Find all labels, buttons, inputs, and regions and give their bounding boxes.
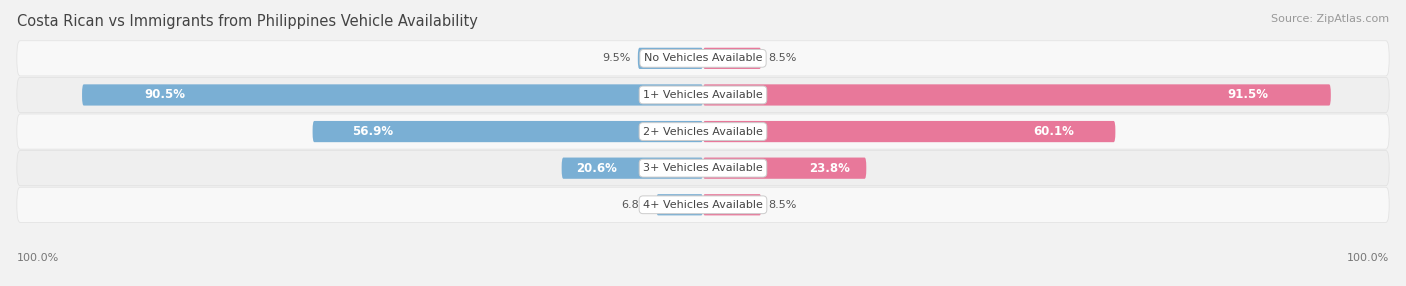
Text: 2+ Vehicles Available: 2+ Vehicles Available: [643, 127, 763, 136]
Text: 9.5%: 9.5%: [603, 53, 631, 63]
Text: 4+ Vehicles Available: 4+ Vehicles Available: [643, 200, 763, 210]
Text: 60.1%: 60.1%: [1033, 125, 1074, 138]
Text: Source: ZipAtlas.com: Source: ZipAtlas.com: [1271, 14, 1389, 24]
Text: No Vehicles Available: No Vehicles Available: [644, 53, 762, 63]
FancyBboxPatch shape: [312, 121, 703, 142]
FancyBboxPatch shape: [703, 121, 1115, 142]
Text: 23.8%: 23.8%: [808, 162, 851, 175]
FancyBboxPatch shape: [638, 48, 703, 69]
FancyBboxPatch shape: [703, 48, 761, 69]
Text: 6.8%: 6.8%: [621, 200, 650, 210]
Text: 1+ Vehicles Available: 1+ Vehicles Available: [643, 90, 763, 100]
FancyBboxPatch shape: [17, 114, 1389, 149]
FancyBboxPatch shape: [82, 84, 703, 106]
Text: 100.0%: 100.0%: [17, 253, 59, 263]
FancyBboxPatch shape: [703, 84, 1331, 106]
Text: 8.5%: 8.5%: [768, 53, 797, 63]
Text: 56.9%: 56.9%: [352, 125, 392, 138]
FancyBboxPatch shape: [703, 194, 761, 215]
Text: 20.6%: 20.6%: [576, 162, 617, 175]
FancyBboxPatch shape: [17, 78, 1389, 112]
FancyBboxPatch shape: [17, 187, 1389, 222]
Text: 91.5%: 91.5%: [1227, 88, 1268, 102]
FancyBboxPatch shape: [703, 158, 866, 179]
FancyBboxPatch shape: [17, 41, 1389, 76]
Text: Costa Rican vs Immigrants from Philippines Vehicle Availability: Costa Rican vs Immigrants from Philippin…: [17, 14, 478, 29]
Text: 90.5%: 90.5%: [145, 88, 186, 102]
FancyBboxPatch shape: [17, 151, 1389, 186]
FancyBboxPatch shape: [561, 158, 703, 179]
Text: 100.0%: 100.0%: [1347, 253, 1389, 263]
Text: 3+ Vehicles Available: 3+ Vehicles Available: [643, 163, 763, 173]
Text: 8.5%: 8.5%: [768, 200, 797, 210]
FancyBboxPatch shape: [657, 194, 703, 215]
